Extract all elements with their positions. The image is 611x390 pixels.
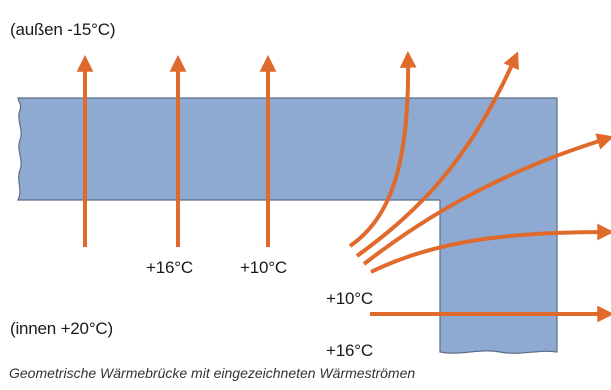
- isotherm-label-10-left: +10°C: [240, 258, 287, 277]
- heat-flow-arrow: [370, 223, 611, 274]
- figure-caption: Geometrische Wärmebrücke mit eingezeichn…: [9, 365, 416, 381]
- wall-corner-section: [17, 97, 558, 354]
- inside-temperature-label: (innen +20°C): [10, 319, 113, 338]
- isotherm-label-16-left: +16°C: [146, 258, 193, 277]
- heat-flow-arrows: [76, 50, 611, 323]
- heat-flow-arrow: [362, 133, 611, 266]
- isotherm-label-10-corner: +10°C: [326, 289, 373, 308]
- heat-flow-arrow: [348, 50, 417, 248]
- outside-temperature-label: (außen -15°C): [10, 20, 116, 39]
- heat-flow-arrow: [355, 51, 519, 258]
- isotherm-label-16-corner: +16°C: [326, 341, 373, 360]
